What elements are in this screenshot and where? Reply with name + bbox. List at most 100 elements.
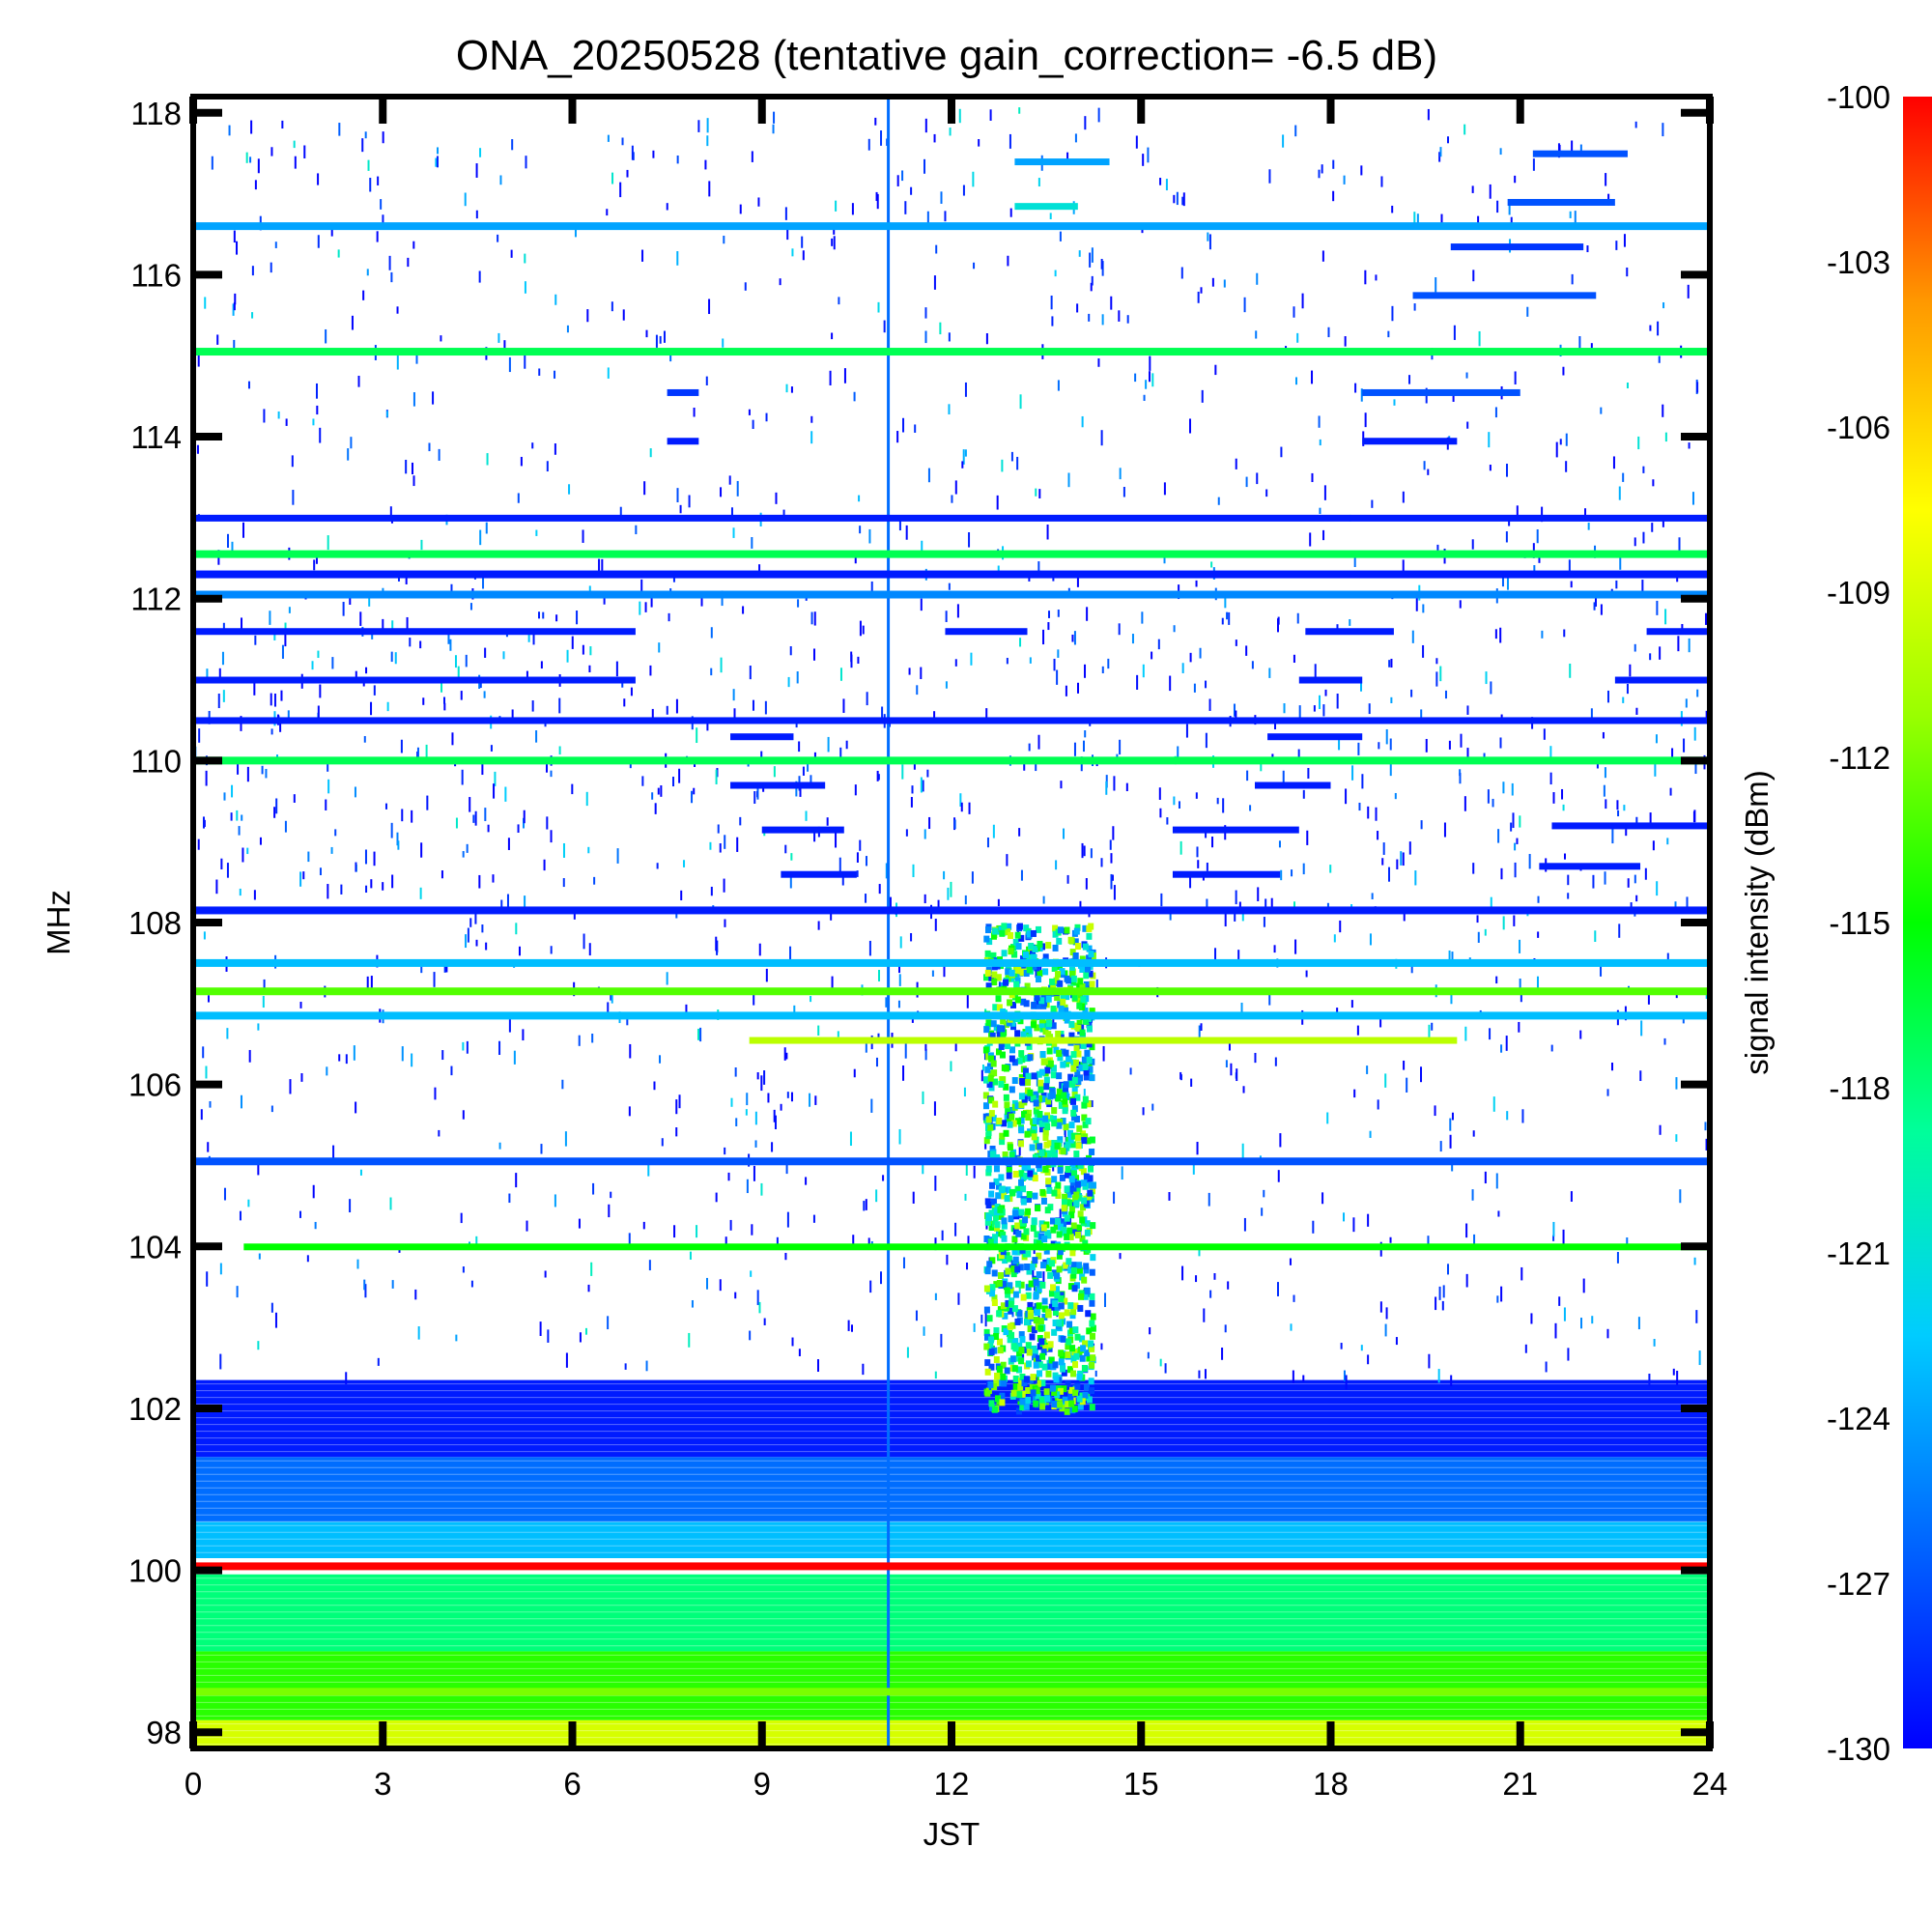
speckle-point	[790, 386, 793, 393]
speckle-point	[785, 1164, 788, 1175]
burst-point	[1035, 1002, 1041, 1009]
speckle-point	[589, 646, 592, 656]
burst-point	[1082, 1293, 1089, 1300]
speckle-point	[1312, 1220, 1315, 1234]
speckle-point	[649, 448, 652, 458]
signal-band	[193, 958, 1710, 967]
speckle-point	[912, 1191, 915, 1204]
burst-point	[1051, 1140, 1058, 1148]
colorbar-ticks: -100-103-106-109-112-115-118-121-124-127…	[1827, 79, 1890, 1767]
speckle-point	[899, 936, 902, 949]
speckle-point	[1438, 1286, 1441, 1300]
burst-point	[1067, 1266, 1074, 1274]
speckle-point	[1050, 295, 1053, 310]
speckle-point	[546, 461, 549, 472]
speckle-point	[724, 919, 726, 927]
speckle-point	[1563, 853, 1566, 860]
speckle-point	[1182, 192, 1185, 207]
burst-point	[1028, 1280, 1035, 1288]
speckle-point	[1695, 1310, 1698, 1323]
burst-point	[1083, 972, 1090, 980]
speckle-point	[1159, 808, 1162, 818]
speckle-point	[784, 207, 787, 220]
burst-point	[1005, 1042, 1011, 1050]
speckle-point	[708, 181, 711, 197]
speckle-point	[973, 262, 976, 270]
burst-point	[1007, 1336, 1013, 1344]
burst-point	[1069, 1141, 1076, 1149]
burst-point	[1060, 1048, 1066, 1056]
x-ticks: 0 3 6 9 12 15 18 21 24	[185, 97, 1727, 1802]
speckle-point	[432, 391, 435, 405]
burst-point	[1014, 1118, 1021, 1125]
speckle-point	[1246, 770, 1249, 781]
speckle-point	[524, 281, 526, 294]
speckle-point	[226, 1028, 229, 1039]
speckle-point	[1414, 870, 1417, 886]
speckle-point	[1032, 1268, 1035, 1279]
speckle-point	[1309, 532, 1312, 547]
burst-point	[1065, 1166, 1071, 1174]
speckle-point	[246, 766, 249, 782]
burst-point	[1065, 1171, 1071, 1179]
burst-point	[1045, 942, 1052, 950]
burst-point	[1068, 1386, 1075, 1394]
speckle-point	[362, 290, 365, 300]
speckle-point	[385, 411, 388, 417]
speckle-point	[1622, 696, 1625, 703]
burst-point	[1064, 1016, 1070, 1024]
speckle-point	[856, 870, 859, 877]
burst-point	[1086, 945, 1093, 952]
burst-point	[993, 1333, 1000, 1341]
speckle-point	[1554, 1322, 1557, 1339]
burst-point	[1033, 1400, 1039, 1407]
speckle-point	[1555, 441, 1558, 458]
burst-point	[1037, 970, 1043, 978]
burst-point	[1086, 1025, 1093, 1033]
burst-point	[998, 925, 1005, 933]
speckle-point	[1472, 863, 1475, 874]
burst-point	[998, 1042, 1005, 1050]
speckle-point	[469, 918, 472, 927]
speckle-point	[1009, 208, 1012, 217]
speckle-point	[1506, 464, 1509, 477]
burst-point	[1080, 1345, 1087, 1352]
speckle-point	[1656, 881, 1659, 896]
burst-point	[1084, 1220, 1091, 1228]
burst-point	[1027, 1301, 1034, 1309]
burst-point	[1058, 1312, 1065, 1320]
speckle-point	[1042, 629, 1045, 645]
burst-point	[1023, 1000, 1030, 1008]
speckle-point	[1054, 270, 1057, 277]
burst-point	[983, 1306, 990, 1314]
burst-point	[1060, 998, 1066, 1006]
speckle-point	[980, 1314, 983, 1323]
y-axis-label: MHz	[41, 890, 76, 955]
burst-point	[1044, 1066, 1051, 1074]
speckle-point	[1189, 418, 1192, 434]
burst-point	[1045, 1016, 1052, 1024]
speckle-point	[1388, 867, 1391, 882]
speckle-point	[435, 157, 438, 167]
speckle-point	[842, 698, 845, 713]
speckle-point	[1659, 1124, 1662, 1135]
speckle-point	[1227, 1281, 1230, 1290]
speckle-point	[1264, 898, 1267, 910]
speckle-point	[1385, 1307, 1388, 1320]
speckle-point	[1200, 1023, 1203, 1031]
speckle-point	[678, 768, 681, 783]
speckle-point	[1211, 837, 1214, 848]
speckle-point	[319, 867, 322, 876]
speckle-point	[1705, 1138, 1708, 1151]
speckle-point	[565, 1352, 568, 1368]
speckle-point	[1511, 782, 1514, 796]
burst-point	[1032, 1175, 1038, 1182]
speckle-point	[1693, 726, 1696, 741]
speckle-point	[1651, 523, 1654, 532]
burst-point	[1085, 1100, 1092, 1108]
speckle-point	[706, 723, 709, 731]
burst-point	[1052, 944, 1059, 952]
burst-point	[1036, 1271, 1042, 1279]
speckle-point	[696, 727, 698, 744]
speckle-point	[1192, 1160, 1195, 1175]
